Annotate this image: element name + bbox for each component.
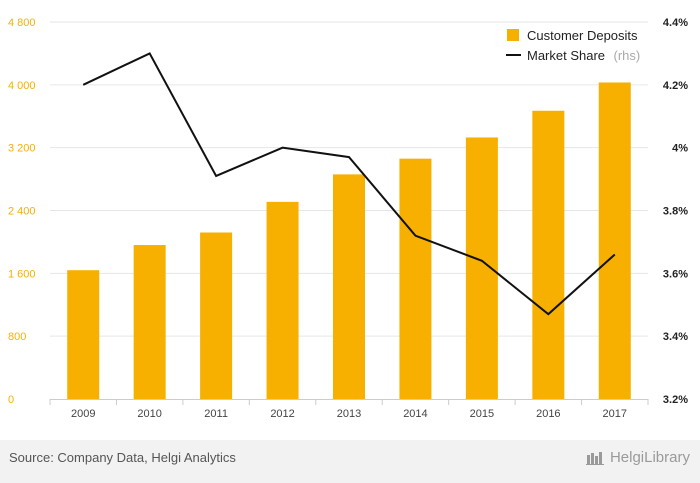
bar-2012: [266, 201, 299, 399]
x-tick-label: 2013: [337, 408, 361, 420]
bar-2011: [200, 232, 233, 399]
legend-label-market-share-group: Market Share (rhs): [527, 47, 640, 64]
left-tick-label: 0: [8, 394, 14, 406]
right-tick-label: 3.6%: [663, 268, 688, 280]
library-icon: [585, 451, 604, 465]
bar-2013: [333, 174, 365, 399]
left-tick-label: 1 600: [8, 268, 36, 280]
x-tick-label: 2011: [204, 408, 228, 420]
x-tick-label: 2010: [137, 408, 161, 420]
x-tick-label: 2015: [470, 408, 494, 420]
footer: Source: Company Data, Helgi Analytics He…: [0, 440, 700, 483]
left-tick-label: 2 400: [8, 206, 36, 218]
right-tick-label: 3.2%: [663, 394, 688, 406]
line-series: [82, 52, 616, 316]
right-tick-label: 4%: [672, 143, 688, 155]
right-tick-label: 4.4%: [663, 17, 688, 29]
x-tick-label: 2012: [270, 408, 294, 420]
chart: 2009 2010 2011 2012 2013 2014 2015 2016 2017 0 80…: [8, 17, 688, 420]
left-tick-label: 3 200: [8, 143, 36, 155]
bar-2015: [465, 137, 498, 400]
legend-label-rhs: (rhs): [614, 48, 641, 63]
legend-label-market-share: Market Share: [527, 48, 605, 63]
bar-2010: [133, 245, 166, 399]
brand-logo[interactable]: HelgiLibrary: [585, 449, 690, 466]
right-tick-label: 3.8%: [663, 206, 688, 218]
right-tick-label: 3.4%: [663, 331, 688, 343]
x-tick-label: 2014: [403, 408, 427, 420]
bar-series: [67, 82, 631, 400]
brand-name: HelgiLibrary: [609, 449, 690, 466]
left-tick-label: 4 800: [8, 17, 36, 29]
right-tick-label: 4.2%: [663, 80, 688, 92]
x-tick-label: 2016: [536, 408, 560, 420]
source-note: Source: Company Data, Helgi Analytics: [9, 450, 236, 465]
legend-label-customer-deposits: Customer Deposits: [527, 28, 638, 43]
bar-2017: [598, 82, 631, 399]
bar-2016: [532, 110, 565, 400]
legend: Customer Deposits Market Share (rhs): [506, 28, 640, 64]
bar-2014: [399, 158, 432, 399]
bar-2009: [67, 270, 100, 399]
x-tick-label: 2009: [71, 408, 95, 420]
right-axis: 3.2% 3.4% 3.6% 3.8% 4% 4.2% 4.4%: [663, 17, 688, 406]
left-tick-label: 4 000: [8, 80, 36, 92]
left-axis: 0 800 1 600 2 400 3 200 4 000 4 800: [8, 17, 36, 406]
x-axis: 2009 2010 2011 2012 2013 2014 2015 2016 2017: [49, 399, 649, 420]
left-tick-label: 800: [8, 331, 26, 343]
legend-swatch-customer-deposits: [507, 29, 519, 41]
x-tick-label: 2017: [603, 408, 627, 420]
